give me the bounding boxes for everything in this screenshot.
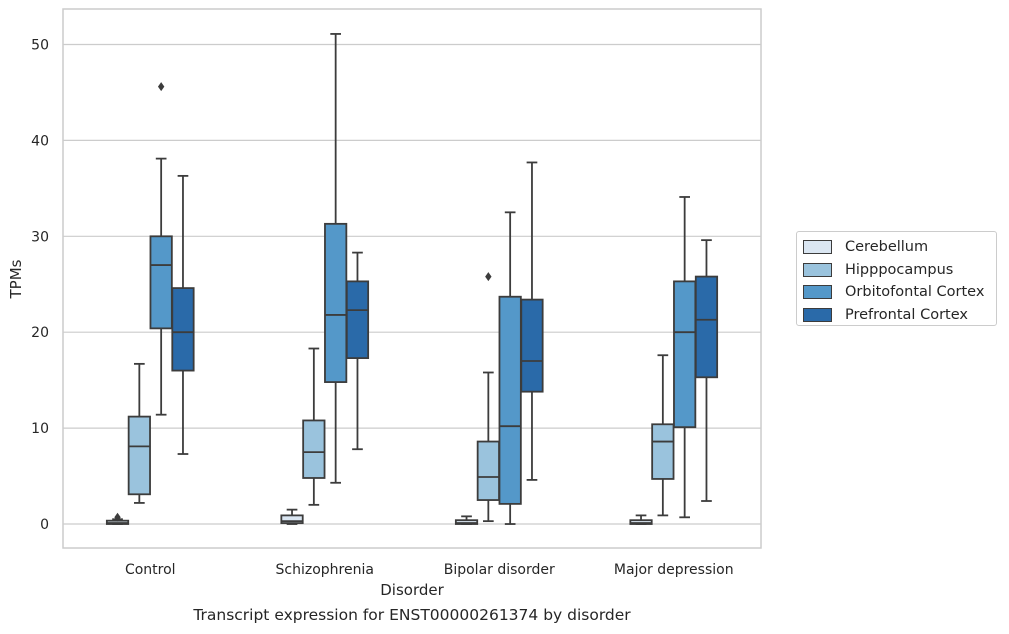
box-iqr [520,298,544,393]
legend-label: Orbitofontal Cortex [845,284,985,301]
box-iqr [454,519,479,525]
y-tick-label: 30 [31,229,49,245]
box-plot-area [105,33,719,525]
legend-item-prefrontal-cortex: Prefrontal Cortex [803,304,996,327]
outlier-point [114,512,121,522]
box-prefrontal-cortex [694,239,719,502]
box-iqr [302,419,326,479]
box-hipppocampus [302,347,326,506]
figure-caption: Transcript expression for ENST0000026137… [193,606,631,624]
box-iqr [673,280,697,429]
y-tick-label: 10 [31,421,49,437]
plot-frame [62,8,762,549]
x-tick-label: Control [125,562,176,578]
box-iqr [324,222,348,383]
box-iqr [345,280,370,360]
box-cerebellum [280,508,304,525]
y-tick-labels: 0 10 20 30 40 50 [31,37,49,533]
legend-swatch [803,240,832,255]
box-hipppocampus [651,354,675,517]
box-orbitofontal-cortex [498,211,522,525]
box-iqr [651,423,675,480]
box-iqr [149,235,173,330]
box-iqr [280,514,304,524]
box-hipppocampus [476,272,500,523]
x-axis-title: Disorder [380,581,444,599]
box-iqr [171,287,195,372]
box-prefrontal-cortex [171,174,195,455]
y-tick-label: 0 [40,517,49,533]
box-hipppocampus [127,362,151,504]
legend-label: Prefrontal Cortex [845,306,968,323]
outlier-point [157,82,165,92]
legend-item-cerebellum: Cerebellum [803,236,996,259]
y-tick-label: 20 [31,325,49,341]
legend-swatch [803,262,832,277]
box-cerebellum [454,515,479,525]
legend-label: Hipppocampus [845,261,954,278]
box-prefrontal-cortex [345,251,370,451]
box-orbitofontal-cortex [673,196,697,519]
legend-label: Cerebellum [845,239,929,256]
y-tick-label: 50 [31,37,49,53]
box-orbitofontal-cortex [324,33,348,484]
box-iqr [127,415,151,496]
legend-item-hippocampus: Hipppocampus [803,259,996,282]
y-tick-label: 40 [31,133,49,149]
x-tick-labels: Control Schizophrenia Bipolar disorder Majo… [125,562,734,578]
box-cerebellum [629,514,653,525]
box-iqr [629,519,653,525]
legend-item-orbitofrontal-cortex: Orbitofontal Cortex [803,281,996,304]
legend-swatch [803,285,832,300]
outlier-point [485,272,492,282]
x-tick-label: Bipolar disorder [444,562,555,578]
legend: Cerebellum Hipppocampus Orbitofontal Cor… [796,231,997,326]
box-iqr [694,275,719,379]
box-iqr [498,295,522,505]
x-tick-label: Schizophrenia [276,562,374,578]
y-axis-title: TPMs [7,259,25,299]
x-tick-label: Major depression [614,562,734,578]
box-prefrontal-cortex [520,161,544,481]
box-cerebellum [105,512,130,525]
box-orbitofontal-cortex [149,82,173,416]
box-iqr [476,440,500,501]
legend-swatch [803,307,832,322]
